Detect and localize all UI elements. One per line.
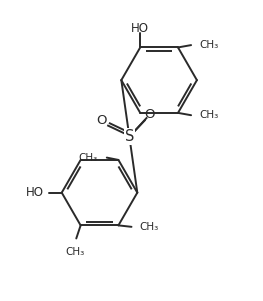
Text: HO: HO [26,186,43,199]
Text: HO: HO [131,22,149,35]
Text: O: O [96,114,106,128]
Text: CH₃: CH₃ [65,247,84,256]
Text: O: O [144,107,155,120]
Text: CH₃: CH₃ [140,222,159,232]
Text: CH₃: CH₃ [199,110,219,120]
Text: CH₃: CH₃ [79,153,98,163]
Text: CH₃: CH₃ [199,40,219,50]
Text: S: S [125,129,134,144]
